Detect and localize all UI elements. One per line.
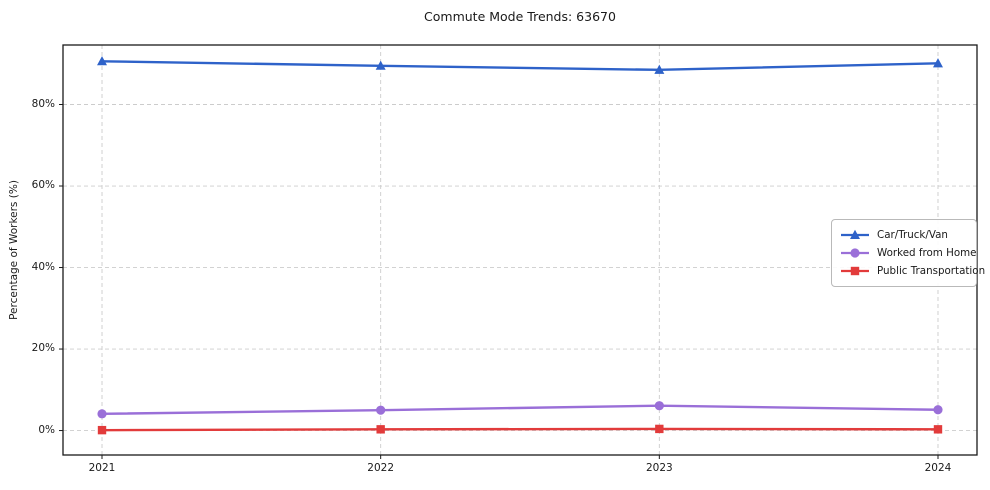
y-tick-label: 60% <box>31 179 55 191</box>
legend-label: Public Transportation <box>877 265 986 277</box>
square-marker-icon <box>655 424 664 434</box>
x-tick-label: 2021 <box>88 462 116 474</box>
legend-label: Car/Truck/Van <box>877 229 948 241</box>
square-marker-icon <box>97 425 107 435</box>
square-marker-icon <box>376 425 385 434</box>
triangle-marker-icon <box>97 56 108 66</box>
square-legend-swatch-icon <box>841 266 869 276</box>
square-marker-icon <box>850 266 860 276</box>
circle-legend-swatch-icon <box>841 248 869 258</box>
series-line <box>101 404 939 416</box>
y-tick-label: 80% <box>31 97 55 110</box>
circle-marker-icon <box>933 405 943 415</box>
plot-border <box>62 44 978 456</box>
triangle-legend-swatch-icon <box>841 229 869 239</box>
y-tick-label: 20% <box>31 342 55 355</box>
legend-item: Public Transportation <box>840 262 985 280</box>
triangle-marker-icon <box>932 58 943 68</box>
y-axis-label: Percentage of Workers (%) <box>8 180 20 320</box>
triangle-marker-icon <box>850 229 860 239</box>
legend-label: Worked from Home <box>877 247 977 259</box>
x-tick-label: 2023 <box>645 462 673 474</box>
legend-item: Worked from Home <box>840 244 977 262</box>
x-tick-label: 2024 <box>924 462 952 474</box>
series-line <box>101 60 939 72</box>
y-tick-label: 40% <box>31 260 55 273</box>
y-tick-label: 0% <box>38 423 55 436</box>
circle-marker-icon <box>97 409 107 419</box>
chart-title: Commute Mode Trends: 63670 <box>424 9 616 24</box>
series-line <box>102 427 938 432</box>
circle-marker-icon <box>376 405 386 415</box>
triangle-marker-icon <box>375 60 386 70</box>
legend-item: Car/Truck/Van <box>840 226 968 244</box>
x-tick-label: 2022 <box>367 462 395 474</box>
circle-marker-icon <box>654 401 664 411</box>
triangle-marker-icon <box>654 64 665 74</box>
square-marker-icon <box>933 425 943 434</box>
legend: Car/Truck/Van Worked from Home Public Tran… <box>831 219 985 287</box>
circle-marker-icon <box>850 248 860 258</box>
